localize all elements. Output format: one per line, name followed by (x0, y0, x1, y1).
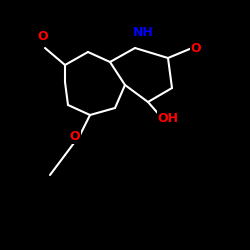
Text: OH: OH (158, 112, 178, 124)
Text: O: O (70, 130, 80, 143)
Text: NH: NH (132, 26, 154, 40)
Text: O: O (191, 42, 201, 54)
Text: O: O (38, 30, 48, 44)
